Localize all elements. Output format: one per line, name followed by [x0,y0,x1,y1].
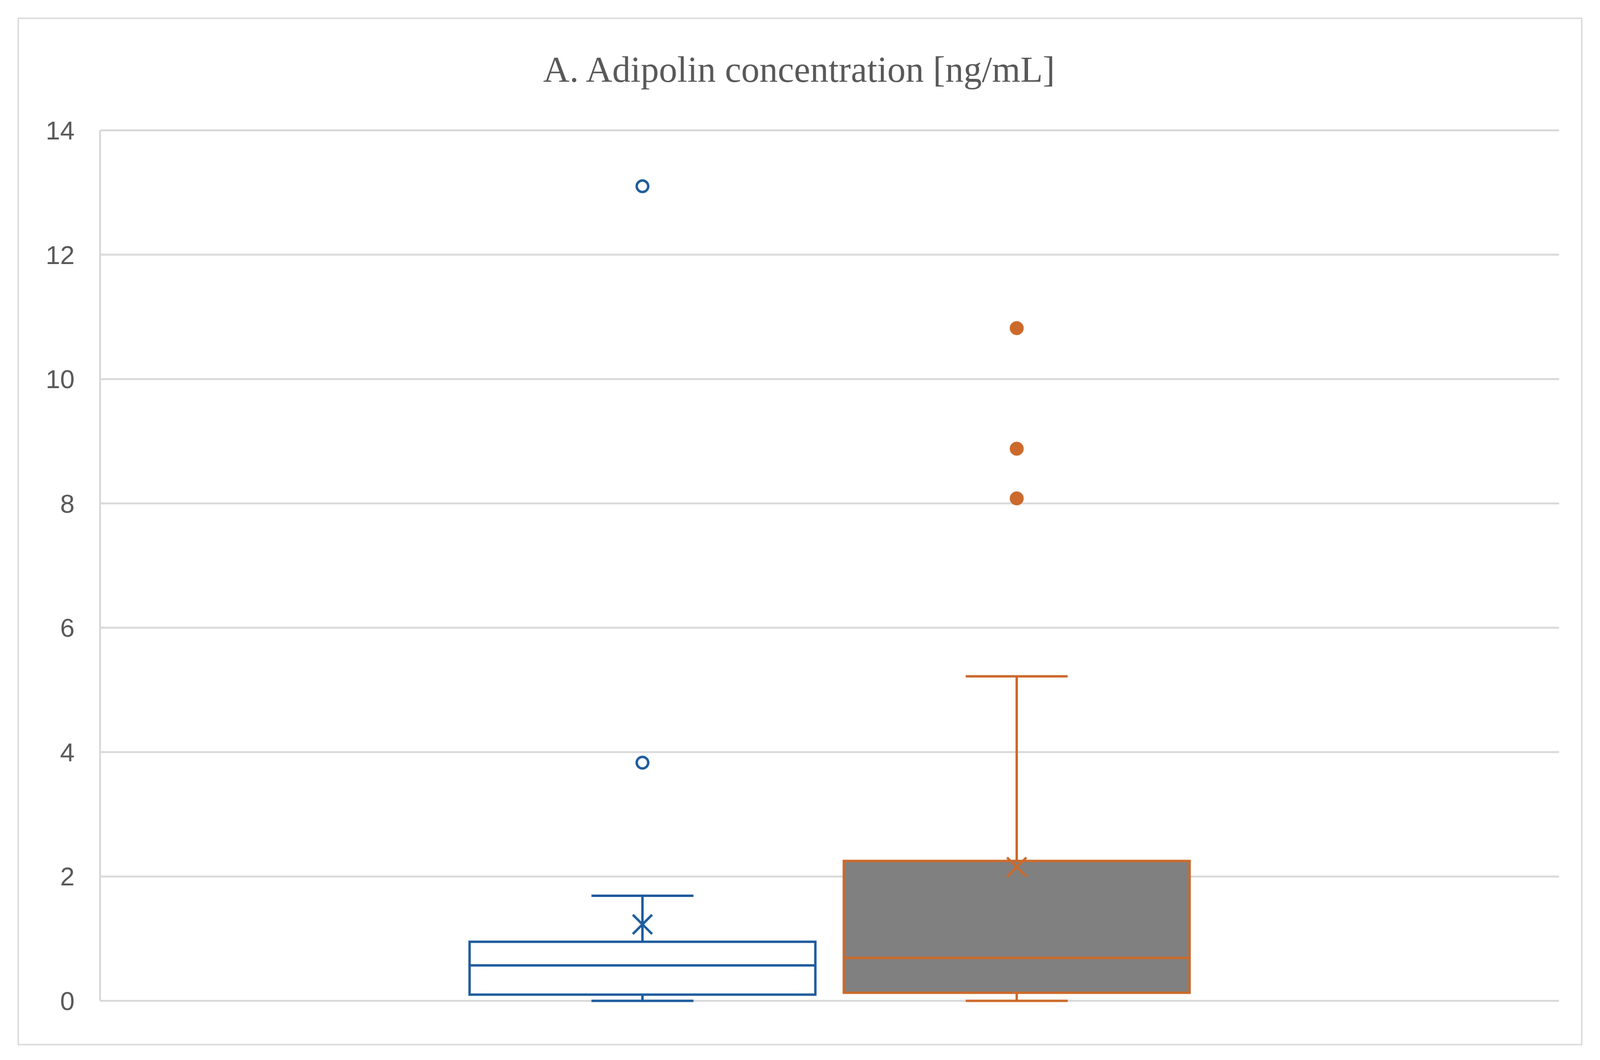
y-axis-line [99,130,102,1002]
mean-stroke [1006,857,1027,877]
grid-line [100,751,1560,754]
outlier [636,757,649,769]
mean-stroke [633,914,653,935]
outlier [1010,322,1023,334]
plot-area [469,180,1190,1002]
whisker-cap-low [965,1000,1068,1003]
outlier [636,180,649,192]
grid-line [100,875,1560,878]
y-tick-label: 14 [45,115,75,145]
mean-stroke [1006,857,1027,877]
outlier [1010,443,1023,455]
median [469,964,816,967]
whisker-cap-high [591,894,694,898]
whisker-low [1015,992,1018,1002]
box [843,861,1190,993]
grid-line [100,253,1560,256]
whisker-cap-high [965,675,1068,678]
y-tick-label: 4 [60,737,75,767]
whisker-cap-low [591,1000,694,1003]
y-tick-label: 10 [45,364,75,394]
grid-line [100,129,1560,132]
title: A. Adipolin concentration [ng/mL] [543,49,1055,90]
grid-line [100,626,1560,629]
box-series [469,180,816,1002]
outlier [1010,492,1023,505]
whisker-high [1015,676,1018,862]
grid-line [100,1000,1560,1003]
whisker-high [641,896,644,943]
chart: A. Adipolin concentration [ng/mL] 0 2 4 6 8 10… [0,0,1600,1060]
y-tick-label: 0 [60,986,75,1016]
y-tick-label: 2 [60,862,75,891]
median [843,956,1190,960]
grid-line [100,378,1560,381]
box [469,941,816,995]
mean-stroke [633,914,653,935]
grid-line [100,502,1560,505]
mean-marker [1006,857,1027,877]
box-series [843,322,1190,1002]
y-tick-label: 6 [60,613,75,643]
chart-frame [18,18,1582,1045]
mean-marker [633,914,653,935]
y-tick-label: 8 [60,489,75,519]
y-tick-label: 12 [45,240,75,270]
